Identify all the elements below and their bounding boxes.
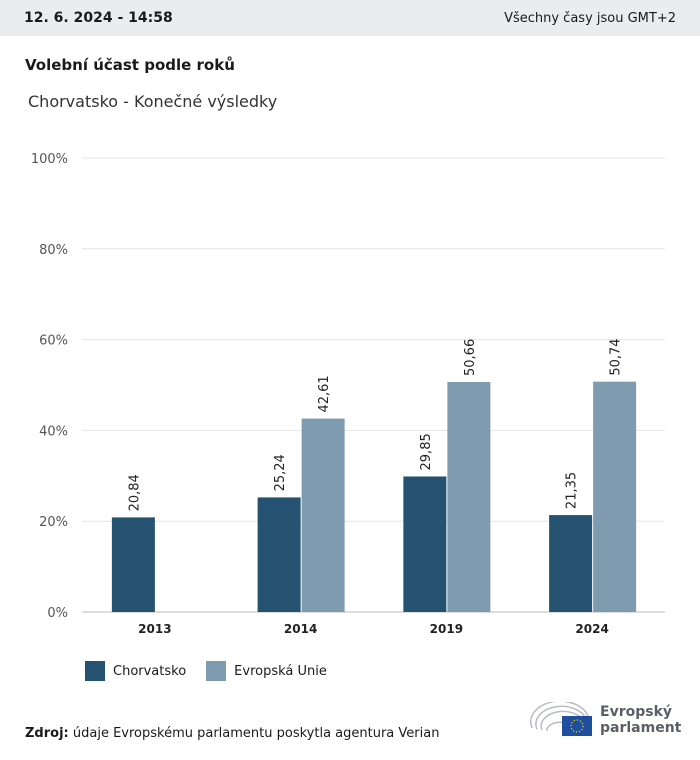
data-label: 42,61 [317, 375, 332, 412]
chart-title: Volební účast podle roků [25, 56, 235, 74]
data-label: 20,84 [127, 474, 142, 511]
chart-subtitle: Chorvatsko - Konečné výsledky [28, 92, 278, 111]
bar-chorvatsko [403, 476, 447, 612]
legend-item-eu: Evropská Unie [206, 661, 327, 681]
hemicycle-logo-icon [530, 702, 592, 736]
source-note: Zdroj: údaje Evropskému parlamentu posky… [25, 726, 439, 741]
data-label: 25,24 [273, 454, 288, 491]
data-label: 21,35 [565, 472, 580, 509]
y-tick-label: 40% [39, 424, 68, 439]
data-label: 50,74 [609, 338, 624, 375]
legend-label: Chorvatsko [113, 663, 187, 679]
legend-swatch [206, 661, 227, 681]
x-tick-label: 2024 [575, 622, 608, 636]
legend-label: Evropská Unie [234, 663, 327, 679]
data-label: 29,85 [419, 433, 434, 470]
legend: Chorvatsko Evropská Unie [85, 661, 327, 681]
bar-chorvatsko [549, 515, 593, 612]
logo-line1: Evropský [600, 704, 673, 720]
legend-item-chorvatsko: Chorvatsko [85, 661, 186, 681]
y-tick-label: 20% [39, 515, 68, 530]
x-tick-label: 2014 [284, 622, 317, 636]
source-text: údaje Evropskému parlamentu poskytla age… [72, 726, 440, 741]
bar-chorvatsko [257, 497, 301, 612]
y-tick-label: 60% [39, 334, 68, 349]
timestamp: 12. 6. 2024 - 14:58 [24, 10, 173, 26]
top-bar: 12. 6. 2024 - 14:58 Všechny časy jsou GM… [0, 0, 700, 36]
x-tick-label: 2019 [430, 622, 463, 636]
source-label: Zdroj: [25, 726, 69, 741]
bar-evropská-unie [301, 418, 345, 612]
bar-chorvatsko [111, 517, 155, 612]
bar-evropská-unie [593, 381, 637, 612]
bar-chart: 0% 20% 40% 60% 80% 100% 2013 20,84 2014 25,24 42,6… [31, 152, 665, 636]
timezone-note: Všechny časy jsou GMT+2 [504, 10, 676, 26]
legend-swatch [85, 661, 105, 681]
y-tick-label: 80% [39, 243, 68, 258]
x-tick-label: 2013 [138, 622, 171, 636]
bar-evropská-unie [447, 382, 491, 612]
y-tick-label: 100% [31, 152, 68, 167]
y-tick-label: 0% [47, 606, 68, 621]
ep-logo: Evropský parlament [528, 702, 681, 738]
data-label: 50,66 [463, 339, 478, 376]
logo-line2: parlament [600, 720, 682, 736]
